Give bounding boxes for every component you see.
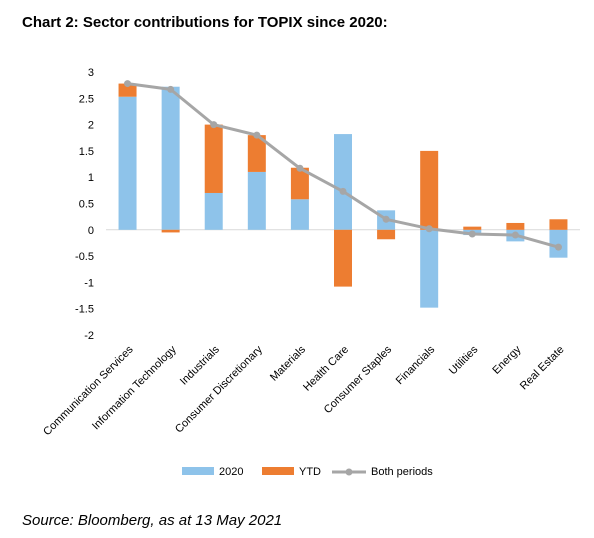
y-tick-label: -2 <box>84 330 94 342</box>
y-tick-label: 1 <box>88 172 94 184</box>
y-tick-label: 0 <box>88 225 94 237</box>
bar-2020 <box>290 199 309 230</box>
bar-2020 <box>118 96 137 230</box>
chart-title: Chart 2: Sector contributions for TOPIX … <box>22 14 388 31</box>
bar-2020 <box>420 229 439 308</box>
source-note: Source: Bloomberg, as at 13 May 2021 <box>22 512 283 529</box>
bar-ytd <box>118 83 137 97</box>
bar-ytd <box>506 222 525 230</box>
y-tick-label: -0.5 <box>75 251 94 263</box>
category-label: Real Estate <box>518 344 567 393</box>
category-label: Communication Services <box>41 343 136 438</box>
point-both-periods <box>339 187 347 195</box>
point-both-periods <box>296 164 304 172</box>
y-tick-label: 2 <box>88 120 94 132</box>
bar-ytd <box>247 135 266 172</box>
bar-ytd <box>161 229 180 233</box>
point-both-periods <box>124 80 132 88</box>
legend-label-2020: 2020 <box>219 466 243 478</box>
category-label: Financials <box>394 343 438 387</box>
bar-ytd <box>463 226 482 230</box>
category-label: Materials <box>268 343 308 383</box>
point-both-periods <box>468 230 476 238</box>
bar-ytd <box>204 124 223 193</box>
y-tick-label: 0.5 <box>79 199 94 211</box>
category-label: Energy <box>490 343 523 376</box>
bar-2020 <box>334 134 352 230</box>
legend-label-both: Both periods <box>371 466 433 478</box>
point-both-periods <box>425 225 433 233</box>
legend-marker-both <box>345 468 353 476</box>
point-both-periods <box>253 131 261 139</box>
category-label: Utilities <box>447 343 481 377</box>
category-label: Industrials <box>178 343 222 387</box>
category-label: Information Technology <box>90 343 179 432</box>
y-tick-label: 3 <box>88 67 94 79</box>
y-tick-label: 2.5 <box>79 93 94 105</box>
point-both-periods <box>554 243 562 251</box>
y-tick-label: -1.5 <box>75 304 94 316</box>
y-tick-label: -1 <box>84 277 94 289</box>
bar-ytd <box>290 167 309 200</box>
bar-ytd <box>549 219 568 230</box>
legend-label-ytd: YTD <box>299 466 321 478</box>
bar-2020 <box>161 86 180 230</box>
point-both-periods <box>511 231 519 239</box>
bar-ytd <box>334 229 352 287</box>
legend-swatch-ytd <box>262 467 294 475</box>
bar-2020 <box>247 171 266 230</box>
point-both-periods <box>167 85 175 93</box>
category-label: Consumer Discretionary <box>173 343 265 435</box>
point-both-periods <box>210 121 218 129</box>
bar-2020 <box>204 192 223 230</box>
bar-ytd <box>420 150 439 230</box>
y-tick-label: 1.5 <box>79 146 94 158</box>
bar-ytd <box>377 229 396 240</box>
legend-swatch-2020 <box>182 467 214 475</box>
point-both-periods <box>382 215 390 223</box>
